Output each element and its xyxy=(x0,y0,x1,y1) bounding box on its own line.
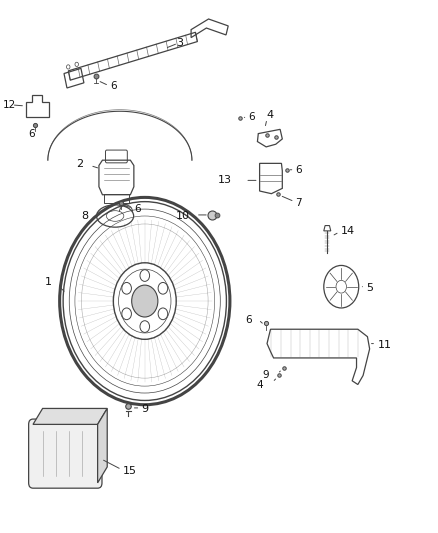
Text: 7: 7 xyxy=(295,198,302,208)
Text: 3: 3 xyxy=(176,38,183,48)
Text: 15: 15 xyxy=(123,466,137,475)
Text: 6: 6 xyxy=(110,82,117,91)
Text: 4: 4 xyxy=(266,110,273,120)
Text: 10: 10 xyxy=(175,211,189,221)
Text: 1: 1 xyxy=(44,278,51,287)
Text: 6: 6 xyxy=(248,111,255,122)
Text: 14: 14 xyxy=(340,226,354,236)
Text: 6: 6 xyxy=(245,314,252,325)
Circle shape xyxy=(122,282,131,294)
Text: 6: 6 xyxy=(134,204,141,214)
Circle shape xyxy=(158,282,168,294)
Circle shape xyxy=(132,285,158,317)
Text: 9: 9 xyxy=(262,370,269,380)
Text: 6: 6 xyxy=(28,128,35,139)
Text: 11: 11 xyxy=(378,340,392,350)
Text: 2: 2 xyxy=(76,159,83,169)
Circle shape xyxy=(140,270,150,281)
Polygon shape xyxy=(33,408,107,424)
Text: 12: 12 xyxy=(3,100,16,110)
Text: 6: 6 xyxy=(295,165,302,175)
Circle shape xyxy=(122,308,131,320)
Circle shape xyxy=(158,308,168,320)
Polygon shape xyxy=(98,408,107,483)
Text: 8: 8 xyxy=(81,211,88,221)
Text: 9: 9 xyxy=(141,404,148,414)
Circle shape xyxy=(140,321,150,333)
Text: 5: 5 xyxy=(367,283,374,293)
Text: 13: 13 xyxy=(218,175,232,185)
Text: 4: 4 xyxy=(256,379,263,390)
FancyBboxPatch shape xyxy=(28,419,102,488)
